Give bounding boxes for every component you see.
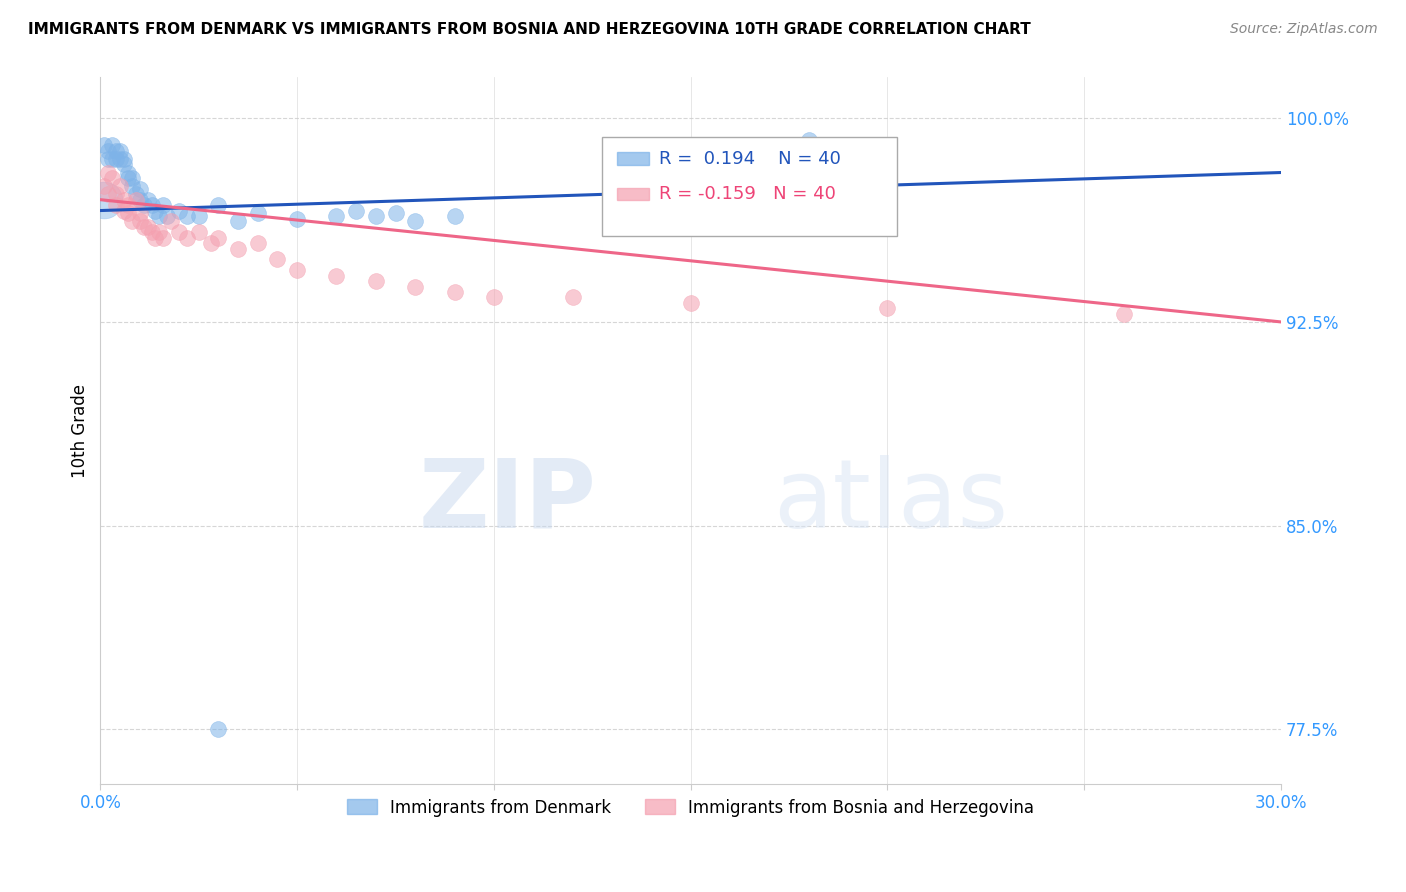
Text: Source: ZipAtlas.com: Source: ZipAtlas.com — [1230, 22, 1378, 37]
Bar — [617, 187, 650, 201]
Point — [108, 152, 131, 166]
Text: R =  0.194    N = 40: R = 0.194 N = 40 — [659, 150, 841, 168]
Point — [364, 209, 387, 223]
Point — [97, 152, 120, 166]
Bar — [617, 153, 650, 165]
Point — [200, 236, 222, 251]
Point — [101, 152, 124, 166]
Point — [561, 290, 583, 304]
Point — [117, 206, 139, 220]
Point — [207, 198, 229, 212]
Point — [128, 182, 150, 196]
Point — [132, 198, 155, 212]
Point — [117, 198, 139, 212]
Point — [325, 268, 347, 283]
Point — [108, 144, 131, 158]
Point — [160, 214, 183, 228]
Point — [112, 203, 135, 218]
Point — [443, 285, 465, 299]
Point — [384, 206, 406, 220]
Point — [105, 198, 128, 212]
Point — [152, 198, 174, 212]
Point — [404, 214, 426, 228]
Point — [112, 157, 135, 171]
Point — [136, 193, 159, 207]
Point — [176, 209, 198, 223]
Point — [121, 179, 143, 194]
Point — [125, 193, 148, 207]
Point — [226, 242, 249, 256]
Point — [187, 209, 209, 223]
Point — [136, 219, 159, 234]
Text: ZIP: ZIP — [419, 455, 596, 548]
Text: atlas: atlas — [773, 455, 1008, 548]
Point — [145, 203, 167, 218]
Point — [105, 144, 128, 158]
Point — [141, 225, 163, 239]
Text: IMMIGRANTS FROM DENMARK VS IMMIGRANTS FROM BOSNIA AND HERZEGOVINA 10TH GRADE COR: IMMIGRANTS FROM DENMARK VS IMMIGRANTS FR… — [28, 22, 1031, 37]
Point — [121, 170, 143, 185]
Point — [112, 193, 135, 207]
Point — [125, 187, 148, 202]
Point — [105, 187, 128, 202]
Point — [1112, 307, 1135, 321]
Point — [876, 301, 898, 316]
Point — [207, 723, 229, 737]
Point — [117, 165, 139, 179]
Point — [187, 225, 209, 239]
Point — [167, 203, 190, 218]
Point — [112, 152, 135, 166]
Point — [226, 214, 249, 228]
Legend: Immigrants from Denmark, Immigrants from Bosnia and Herzegovina: Immigrants from Denmark, Immigrants from… — [339, 790, 1043, 825]
Point — [152, 230, 174, 244]
Point — [141, 198, 163, 212]
Point — [404, 279, 426, 293]
Point — [285, 263, 308, 277]
Point — [325, 209, 347, 223]
Point — [105, 152, 128, 166]
Point — [797, 133, 820, 147]
Point — [207, 230, 229, 244]
Point — [97, 144, 120, 158]
Point — [128, 214, 150, 228]
Point — [93, 138, 115, 153]
Point — [128, 206, 150, 220]
Point — [167, 225, 190, 239]
Point — [148, 209, 170, 223]
Point — [148, 225, 170, 239]
Point — [246, 236, 269, 251]
Point — [738, 138, 761, 153]
Point — [156, 209, 179, 223]
Point — [108, 179, 131, 194]
Point — [93, 179, 115, 194]
FancyBboxPatch shape — [602, 137, 897, 236]
Point — [246, 206, 269, 220]
Y-axis label: 10th Grade: 10th Grade — [72, 384, 89, 477]
Point — [344, 203, 367, 218]
Point — [482, 290, 505, 304]
Point — [443, 209, 465, 223]
Point — [364, 274, 387, 288]
Point — [97, 187, 120, 202]
Point — [97, 165, 120, 179]
Point — [176, 230, 198, 244]
Point — [132, 219, 155, 234]
Point — [121, 214, 143, 228]
Text: R = -0.159   N = 40: R = -0.159 N = 40 — [659, 185, 835, 203]
Point — [128, 193, 150, 207]
Point — [285, 211, 308, 226]
Point — [145, 230, 167, 244]
Point — [93, 193, 115, 207]
Point — [117, 170, 139, 185]
Point — [101, 170, 124, 185]
Point — [679, 296, 702, 310]
Point — [101, 138, 124, 153]
Point — [266, 252, 288, 267]
